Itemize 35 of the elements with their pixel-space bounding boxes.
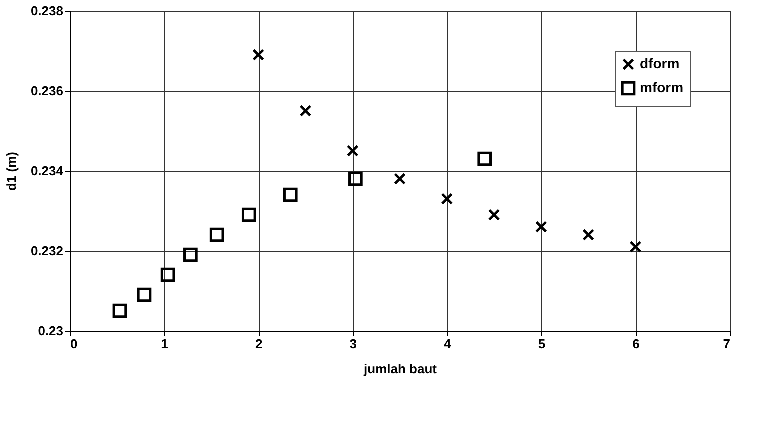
x-tick-label: 5 bbox=[538, 336, 546, 352]
point bbox=[210, 228, 224, 242]
point bbox=[137, 288, 152, 302]
point bbox=[582, 229, 595, 241]
x-tick-label: 4 bbox=[444, 336, 452, 352]
legend-label: mform bbox=[640, 80, 684, 96]
y-tick-label: 0.232 bbox=[30, 244, 64, 258]
point bbox=[160, 268, 176, 282]
point bbox=[242, 208, 256, 222]
point bbox=[535, 221, 548, 233]
x-tick-label: 1 bbox=[161, 336, 168, 352]
y-tick-label: 0.238 bbox=[30, 4, 64, 18]
point bbox=[283, 188, 298, 202]
x-axis-title: jumlah baut bbox=[363, 362, 438, 376]
point bbox=[394, 173, 406, 185]
x-tick-label: 3 bbox=[350, 336, 357, 352]
x-tick-label: 7 bbox=[723, 336, 730, 352]
point bbox=[184, 248, 198, 262]
point bbox=[346, 145, 359, 157]
point bbox=[252, 49, 265, 61]
point bbox=[441, 193, 454, 205]
y-tick-label: 0.236 bbox=[30, 84, 64, 98]
y-tick-label: 0.23 bbox=[38, 324, 64, 338]
x-tick-label: 2 bbox=[255, 336, 263, 352]
x-tick-label: 6 bbox=[632, 336, 640, 352]
x-tick-label: 0 bbox=[70, 336, 78, 352]
point bbox=[300, 105, 312, 117]
legend-label: dform bbox=[640, 56, 680, 72]
y-tick-label: 0.234 bbox=[30, 164, 64, 178]
point bbox=[630, 241, 642, 253]
point bbox=[478, 152, 492, 166]
point bbox=[112, 304, 128, 318]
point bbox=[488, 209, 500, 221]
y-axis-title: d1 (m) bbox=[4, 152, 19, 191]
point bbox=[348, 172, 363, 186]
